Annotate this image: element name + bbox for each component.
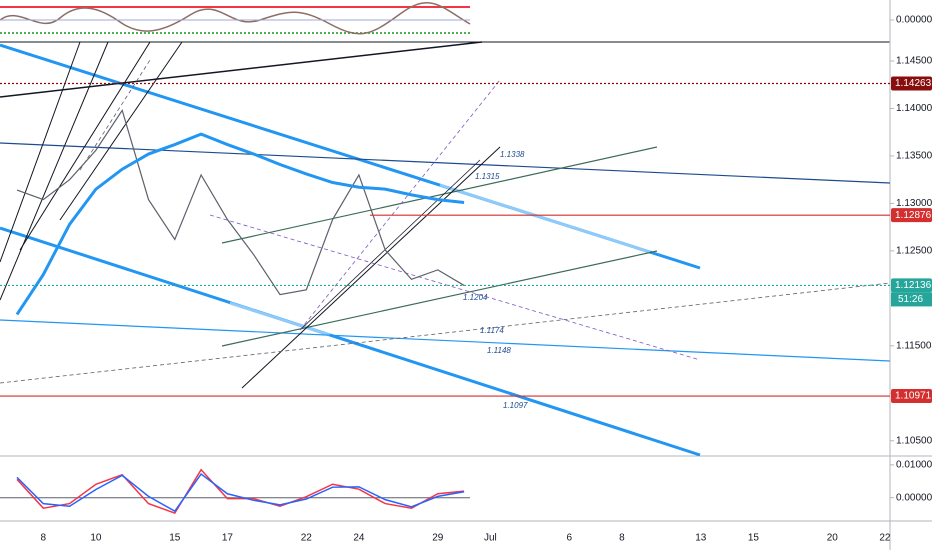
- y-tick-label: 1.11500: [896, 340, 932, 351]
- trend-line: [0, 142, 891, 184]
- annotation: 1.1315: [475, 172, 500, 181]
- price-tag: 1.12136: [895, 280, 932, 291]
- x-tick-label: 22: [879, 533, 891, 544]
- x-tick-label: 29: [432, 533, 444, 544]
- oscillator-line: [16, 468, 465, 515]
- x-tick-label: Jul: [484, 533, 497, 544]
- trend-line: [0, 41, 483, 98]
- moving-average: [15, 132, 465, 316]
- price-tag-bg: [891, 76, 932, 91]
- trend-line: [0, 319, 891, 362]
- x-tick-label: 20: [827, 533, 839, 544]
- trend-line: [0, 41, 81, 263]
- y-tick-label: 1.14500: [896, 56, 932, 67]
- price-tag: 1.12876: [895, 210, 932, 221]
- x-tick-label: 17: [222, 533, 234, 544]
- top-oscillator: [0, 2, 471, 35]
- annotation: 1.1174: [480, 326, 504, 335]
- price-line: [16, 108, 465, 296]
- price-tag-bg: [891, 208, 932, 223]
- countdown-bg: [891, 292, 932, 307]
- trend-line: [221, 250, 658, 347]
- x-tick-label: 8: [619, 533, 625, 544]
- trend-line: [209, 214, 701, 361]
- annotation: 1.1204: [463, 293, 488, 302]
- price-tag-bg: [891, 278, 932, 293]
- y-tick-label: 1.12500: [896, 246, 932, 257]
- y-tick-label: 0.01000: [896, 460, 932, 471]
- oscillator-line: [16, 473, 465, 513]
- trend-line: [0, 226, 701, 457]
- countdown: 51:26: [898, 294, 923, 305]
- x-tick-label: 10: [90, 533, 102, 544]
- y-tick-label: 1.10500: [896, 435, 932, 446]
- x-tick-label: 22: [301, 533, 313, 544]
- trend-line: [299, 79, 501, 331]
- trend-line: [299, 159, 481, 331]
- x-tick-label: 6: [567, 533, 573, 544]
- y-tick-label: 0.00000: [896, 15, 932, 26]
- trend-line: [0, 282, 891, 384]
- y-tick-label: 0.00000: [896, 492, 932, 503]
- x-tick-label: 24: [353, 533, 365, 544]
- y-tick-label: 1.13500: [896, 151, 932, 162]
- trend-line: [79, 59, 151, 171]
- price-tag-bg: [891, 389, 932, 404]
- price-tag: 1.10971: [895, 391, 932, 402]
- trend-line: [229, 301, 331, 337]
- trend-line: [59, 41, 183, 221]
- x-tick-label: 13: [695, 533, 707, 544]
- annotation: 1.1338: [500, 150, 525, 159]
- annotation: 1.1148: [487, 346, 511, 355]
- trend-line: [19, 41, 151, 251]
- annotation: 1.1097: [503, 401, 528, 410]
- trend-line: [439, 183, 651, 254]
- x-tick-label: 8: [41, 533, 47, 544]
- x-tick-label: 15: [169, 533, 181, 544]
- price-tag: 1.14263: [895, 78, 932, 89]
- x-tick-label: 15: [748, 533, 760, 544]
- y-tick-label: 1.14000: [896, 103, 932, 114]
- trend-line: [221, 146, 658, 244]
- trend-line: [0, 41, 109, 301]
- trend-line: [241, 146, 501, 389]
- y-tick-label: 1.13000: [896, 198, 932, 209]
